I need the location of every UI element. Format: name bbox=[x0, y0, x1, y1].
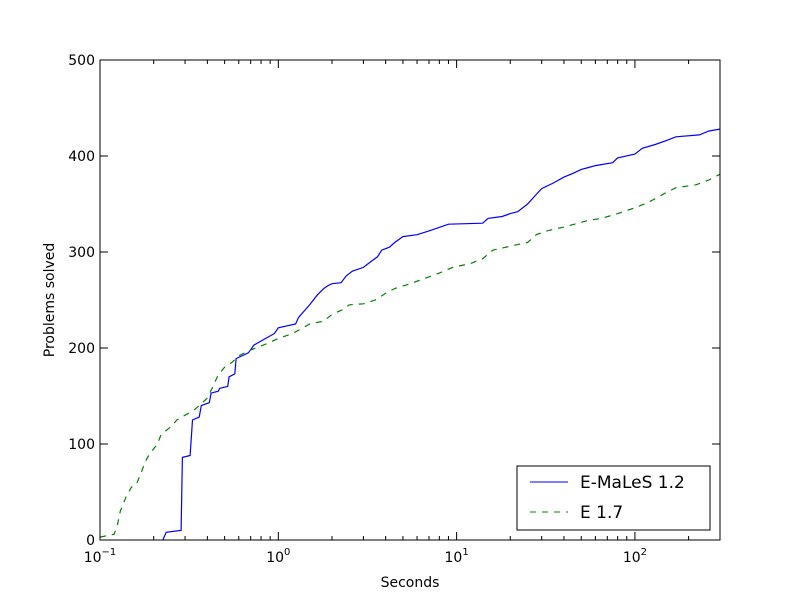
y-tick-label: 100 bbox=[68, 437, 95, 453]
x-tick-label: 10−1 bbox=[84, 547, 117, 566]
x-tick-exponent: 2 bbox=[641, 547, 647, 558]
series-line-1 bbox=[100, 173, 720, 538]
x-tick-label: 102 bbox=[623, 547, 647, 566]
x-tick-base: 10 bbox=[445, 550, 463, 566]
series-line-0 bbox=[162, 128, 720, 540]
x-tick-exponent: 0 bbox=[284, 547, 290, 558]
x-tick-exponent: 1 bbox=[462, 547, 468, 558]
x-tick-exponent: −1 bbox=[102, 547, 117, 558]
y-tick-label: 0 bbox=[86, 533, 95, 549]
legend-label-e17: E 1.7 bbox=[580, 503, 623, 523]
plot-background bbox=[100, 60, 720, 540]
x-tick-label: 101 bbox=[445, 547, 469, 566]
legend: E-MaLeS 1.2 E 1.7 bbox=[516, 465, 711, 531]
x-tick-base: 10 bbox=[623, 550, 641, 566]
y-tick-labels: 0 100 200 300 400 500 bbox=[68, 53, 95, 549]
y-tick-label: 500 bbox=[68, 53, 95, 69]
y-tick-label: 200 bbox=[68, 341, 95, 357]
legend-box bbox=[516, 465, 711, 531]
series-layer bbox=[100, 128, 720, 540]
x-tick-base: 10 bbox=[266, 550, 284, 566]
x-tick-labels: 10−1 100 101 102 bbox=[84, 547, 647, 566]
x-tick-label: 100 bbox=[266, 547, 290, 566]
y-axis-label: Problems solved bbox=[42, 243, 58, 358]
x-axis-label: Seconds bbox=[381, 575, 440, 591]
plot-frame bbox=[99, 59, 721, 541]
y-tick-label: 300 bbox=[68, 245, 95, 261]
y-tick-label: 400 bbox=[68, 149, 95, 165]
x-tick-base: 10 bbox=[84, 550, 102, 566]
legend-label-e-males: E-MaLeS 1.2 bbox=[580, 473, 685, 493]
